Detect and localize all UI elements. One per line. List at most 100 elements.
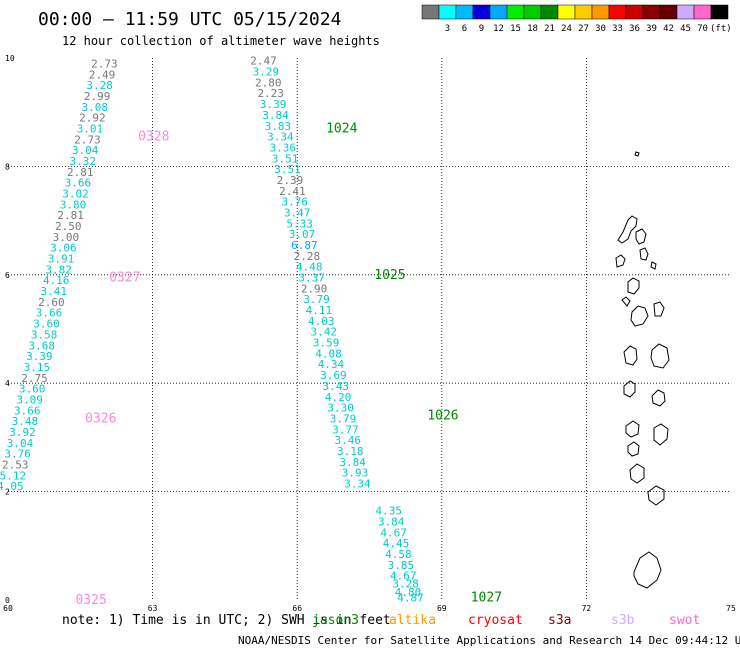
- color-legend-swatch: [642, 4, 661, 20]
- pass-time-label: 0326: [85, 411, 116, 426]
- wave-height-reading: 3.60: [33, 318, 60, 331]
- wave-height-reading: 3.58: [31, 328, 58, 341]
- wave-height-reading: 2.49: [89, 68, 116, 81]
- color-legend-label: 18: [527, 24, 538, 34]
- x-tick-label: 63: [148, 604, 158, 613]
- wave-height-reading: 2.80: [255, 76, 282, 89]
- wave-height-reading: 3.76: [282, 196, 309, 209]
- satellite-legend-entry: s3b: [611, 613, 635, 628]
- wave-height-reading: 3.41: [41, 285, 68, 298]
- color-legend: 3 6 9 12 15 18 21 24 27 30 33 36 39 42 45 70: [421, 4, 729, 34]
- wave-height-reading: 3.02: [62, 188, 89, 201]
- wave-height-reading: 3.37: [298, 272, 325, 285]
- wave-height-reading: 3.84: [339, 456, 366, 469]
- color-legend-label: 3: [445, 24, 450, 34]
- wave-height-reading: 3.09: [16, 393, 43, 406]
- wave-height-reading: 3.68: [28, 339, 55, 352]
- satellite-legend-entry: jason3: [312, 613, 359, 628]
- pass-time-label: 0327: [109, 271, 140, 286]
- wave-height-reading: 3.36: [269, 141, 296, 154]
- satellite-legend-entry: cryosat: [468, 613, 523, 628]
- wave-height-reading: 3.80: [60, 198, 87, 211]
- wave-height-reading: 2.60: [38, 296, 65, 309]
- color-legend-swatch: [676, 4, 695, 20]
- color-legend-label: 15: [510, 24, 521, 34]
- grid-lines: [8, 58, 731, 600]
- wave-height-reading: 3.46: [335, 434, 362, 447]
- color-legend-label: 6: [462, 24, 467, 34]
- island-outline: [634, 151, 640, 157]
- wave-height-reading: 2.75: [21, 372, 48, 385]
- wave-height-reading: 3.43: [323, 380, 350, 393]
- y-tick-label: 0: [5, 596, 10, 605]
- wave-height-reading: 3.32: [69, 155, 96, 168]
- wave-height-reading: 3.04: [7, 437, 34, 450]
- island-outline: [615, 254, 626, 268]
- wave-height-reading: 4.45: [383, 537, 410, 550]
- wave-height-reading: 4.08: [315, 347, 342, 360]
- wave-height-reading: 3.85: [388, 559, 415, 572]
- wave-height-reading: 3.18: [337, 445, 364, 458]
- color-legend-label: 9: [479, 24, 484, 34]
- color-legend-label: 42: [663, 24, 674, 34]
- wave-height-reading: 4.67: [380, 526, 407, 539]
- wave-height-reading: 4.87: [397, 591, 424, 604]
- color-legend-swatch: [710, 4, 729, 20]
- wave-height-reading: 3.76: [4, 448, 31, 461]
- satellite-legend: jason3 altika cryosat s3a s3b swot: [312, 613, 700, 628]
- color-legend-swatch: [608, 4, 627, 20]
- pass-time-label: 1025: [374, 268, 405, 283]
- color-legend-label: 39: [646, 24, 657, 34]
- wave-height-reading: 3.93: [342, 467, 369, 480]
- wave-height-reading: 2.81: [57, 209, 84, 222]
- island-outline: [627, 441, 640, 457]
- wave-height-reading: 2.41: [279, 185, 306, 198]
- wave-height-reading: 3.07: [289, 228, 316, 241]
- wave-height-reading: 3.79: [303, 293, 330, 306]
- wave-height-reading: 4.67: [390, 570, 417, 583]
- color-legend-label: 70: [697, 24, 708, 34]
- wave-height-reading: 4.16: [43, 274, 70, 287]
- y-tick-label: 10: [5, 54, 15, 63]
- color-legend-label: 12: [493, 24, 504, 34]
- wave-height-reading: 3.04: [72, 144, 99, 157]
- island-outline: [629, 463, 645, 484]
- color-legend-label: 27: [578, 24, 589, 34]
- wave-height-reading: 5.33: [286, 217, 313, 230]
- color-legend-swatch: [625, 4, 644, 20]
- wave-height-reading: 4.48: [296, 261, 323, 274]
- color-legend-label: 30: [595, 24, 606, 34]
- wave-height-reading: 6.87: [291, 239, 318, 252]
- wave-height-reading: 4.35: [376, 505, 403, 518]
- wave-height-reading: 3.79: [330, 412, 357, 425]
- pass-time-label: 1024: [326, 121, 357, 136]
- x-tick-label: 75: [726, 604, 736, 613]
- wave-height-reading: 3.77: [332, 423, 359, 436]
- wave-height-readings: 2.732.493.282.993.082.923.012.733.043.32…: [0, 55, 424, 605]
- wave-height-reading: 3.29: [253, 66, 280, 79]
- color-legend-label: 36: [629, 24, 640, 34]
- color-legend-swatch: [421, 4, 440, 20]
- wave-height-reading: 3.47: [284, 206, 311, 219]
- color-legend-label: 33: [612, 24, 623, 34]
- footer-credit: NOAA/NESDIS Center for Satellite Applica…: [238, 634, 740, 647]
- wave-height-reading: 3.01: [77, 122, 104, 135]
- wave-height-reading: 3.48: [12, 415, 39, 428]
- wave-height-reading: 2.99: [84, 90, 111, 103]
- wave-height-reading: 3.39: [26, 350, 53, 363]
- y-tick-label: 8: [5, 162, 10, 171]
- island-outline: [633, 551, 662, 589]
- wave-height-reading: 2.92: [79, 112, 106, 125]
- wave-height-reading: 2.39: [277, 174, 304, 187]
- island-outline: [651, 389, 666, 407]
- color-legend-swatch: [438, 4, 457, 20]
- wave-height-reading: 2.23: [257, 87, 284, 100]
- wave-height-reading: 3.15: [24, 361, 51, 374]
- island-outline: [623, 380, 636, 398]
- wave-height-reading: 3.84: [378, 515, 405, 528]
- wave-height-reading: 3.66: [65, 177, 92, 190]
- chart-title: 00:00 — 11:59 UTC 05/15/2024: [38, 9, 341, 30]
- pass-time-label: 0325: [75, 593, 106, 608]
